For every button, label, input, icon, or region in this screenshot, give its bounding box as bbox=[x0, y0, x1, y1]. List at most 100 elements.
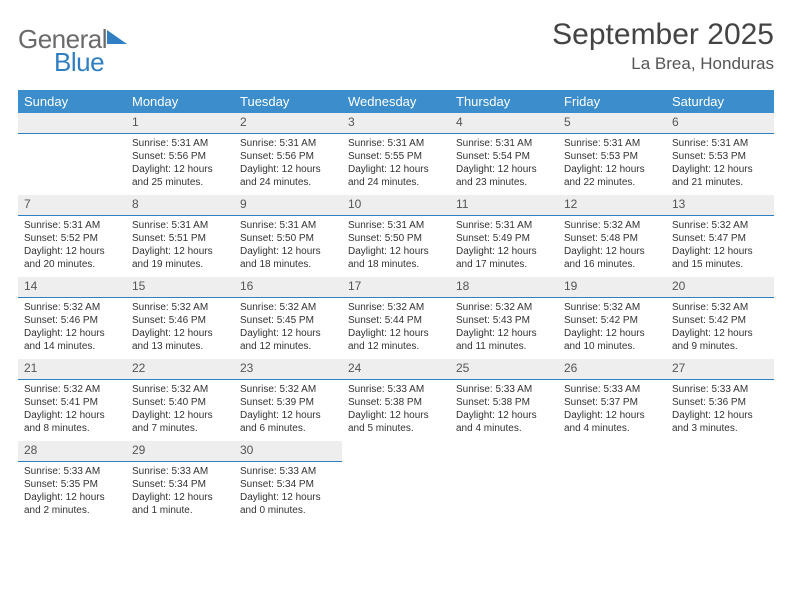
day-line: Sunrise: 5:31 AM bbox=[240, 219, 336, 232]
day-line: Daylight: 12 hours bbox=[672, 327, 768, 340]
day-body: Sunrise: 5:32 AMSunset: 5:44 PMDaylight:… bbox=[342, 298, 450, 359]
day-line: Sunset: 5:41 PM bbox=[24, 396, 120, 409]
title-block: September 2025 La Brea, Honduras bbox=[552, 18, 774, 74]
day-line: and 5 minutes. bbox=[348, 422, 444, 435]
day-line: Sunset: 5:42 PM bbox=[672, 314, 768, 327]
location-label: La Brea, Honduras bbox=[552, 54, 774, 74]
day-body: Sunrise: 5:33 AMSunset: 5:34 PMDaylight:… bbox=[126, 462, 234, 523]
day-line: Sunrise: 5:32 AM bbox=[672, 219, 768, 232]
weeks-container: 1Sunrise: 5:31 AMSunset: 5:56 PMDaylight… bbox=[18, 113, 774, 523]
day-line: Daylight: 12 hours bbox=[240, 163, 336, 176]
day-line: and 0 minutes. bbox=[240, 504, 336, 517]
day-line: Sunrise: 5:31 AM bbox=[456, 219, 552, 232]
day-line: and 24 minutes. bbox=[240, 176, 336, 189]
day-body: Sunrise: 5:31 AMSunset: 5:52 PMDaylight:… bbox=[18, 216, 126, 277]
day-line: Sunrise: 5:32 AM bbox=[240, 301, 336, 314]
day-cell: 3Sunrise: 5:31 AMSunset: 5:55 PMDaylight… bbox=[342, 113, 450, 195]
week-row: 21Sunrise: 5:32 AMSunset: 5:41 PMDayligh… bbox=[18, 359, 774, 441]
day-cell: 6Sunrise: 5:31 AMSunset: 5:53 PMDaylight… bbox=[666, 113, 774, 195]
day-number: 10 bbox=[342, 195, 450, 216]
day-line: and 12 minutes. bbox=[240, 340, 336, 353]
day-line: and 20 minutes. bbox=[24, 258, 120, 271]
day-cell: 19Sunrise: 5:32 AMSunset: 5:42 PMDayligh… bbox=[558, 277, 666, 359]
day-number: 6 bbox=[666, 113, 774, 134]
day-line: Daylight: 12 hours bbox=[564, 409, 660, 422]
day-line: Daylight: 12 hours bbox=[564, 163, 660, 176]
day-line: Daylight: 12 hours bbox=[564, 327, 660, 340]
day-line: Sunrise: 5:32 AM bbox=[132, 301, 228, 314]
day-line: Daylight: 12 hours bbox=[456, 163, 552, 176]
day-line: Sunset: 5:56 PM bbox=[240, 150, 336, 163]
day-body: Sunrise: 5:31 AMSunset: 5:56 PMDaylight:… bbox=[126, 134, 234, 195]
day-line: Sunrise: 5:32 AM bbox=[132, 383, 228, 396]
day-line: Sunset: 5:39 PM bbox=[240, 396, 336, 409]
day-line: Sunset: 5:36 PM bbox=[672, 396, 768, 409]
day-line: Sunset: 5:34 PM bbox=[132, 478, 228, 491]
day-line: Daylight: 12 hours bbox=[24, 409, 120, 422]
day-line: Sunset: 5:50 PM bbox=[348, 232, 444, 245]
day-body: Sunrise: 5:31 AMSunset: 5:51 PMDaylight:… bbox=[126, 216, 234, 277]
day-line: Sunrise: 5:32 AM bbox=[240, 383, 336, 396]
day-line: Daylight: 12 hours bbox=[132, 491, 228, 504]
day-cell: 13Sunrise: 5:32 AMSunset: 5:47 PMDayligh… bbox=[666, 195, 774, 277]
calendar-page: General September 2025 La Brea, Honduras… bbox=[0, 0, 792, 612]
day-line: Daylight: 12 hours bbox=[456, 327, 552, 340]
day-body: Sunrise: 5:31 AMSunset: 5:50 PMDaylight:… bbox=[234, 216, 342, 277]
day-line: Sunrise: 5:33 AM bbox=[348, 383, 444, 396]
day-body: Sunrise: 5:31 AMSunset: 5:49 PMDaylight:… bbox=[450, 216, 558, 277]
day-line: and 18 minutes. bbox=[240, 258, 336, 271]
day-number: 20 bbox=[666, 277, 774, 298]
day-number: 8 bbox=[126, 195, 234, 216]
logo-text-blue: Blue bbox=[54, 47, 104, 77]
day-line: Sunset: 5:35 PM bbox=[24, 478, 120, 491]
day-number: 19 bbox=[558, 277, 666, 298]
day-line: Sunset: 5:34 PM bbox=[240, 478, 336, 491]
day-body: Sunrise: 5:32 AMSunset: 5:39 PMDaylight:… bbox=[234, 380, 342, 441]
day-line: Daylight: 12 hours bbox=[132, 409, 228, 422]
day-body: Sunrise: 5:32 AMSunset: 5:46 PMDaylight:… bbox=[126, 298, 234, 359]
day-line: Sunset: 5:47 PM bbox=[672, 232, 768, 245]
day-cell: 10Sunrise: 5:31 AMSunset: 5:50 PMDayligh… bbox=[342, 195, 450, 277]
day-cell bbox=[342, 441, 450, 523]
day-cell: 9Sunrise: 5:31 AMSunset: 5:50 PMDaylight… bbox=[234, 195, 342, 277]
day-line: Sunset: 5:49 PM bbox=[456, 232, 552, 245]
day-line: Sunrise: 5:32 AM bbox=[24, 383, 120, 396]
day-line: and 1 minute. bbox=[132, 504, 228, 517]
day-number: 17 bbox=[342, 277, 450, 298]
day-cell: 15Sunrise: 5:32 AMSunset: 5:46 PMDayligh… bbox=[126, 277, 234, 359]
day-cell: 11Sunrise: 5:31 AMSunset: 5:49 PMDayligh… bbox=[450, 195, 558, 277]
day-line: Daylight: 12 hours bbox=[348, 245, 444, 258]
day-line: Sunset: 5:51 PM bbox=[132, 232, 228, 245]
day-cell: 22Sunrise: 5:32 AMSunset: 5:40 PMDayligh… bbox=[126, 359, 234, 441]
day-line: and 8 minutes. bbox=[24, 422, 120, 435]
day-line: Daylight: 12 hours bbox=[132, 245, 228, 258]
day-cell: 5Sunrise: 5:31 AMSunset: 5:53 PMDaylight… bbox=[558, 113, 666, 195]
day-number: 12 bbox=[558, 195, 666, 216]
day-cell: 26Sunrise: 5:33 AMSunset: 5:37 PMDayligh… bbox=[558, 359, 666, 441]
day-cell: 20Sunrise: 5:32 AMSunset: 5:42 PMDayligh… bbox=[666, 277, 774, 359]
day-cell: 21 Sunrise: 5:32 AMSunset: 5:41 PMDayligh… bbox=[18, 359, 126, 441]
day-line: Sunrise: 5:31 AM bbox=[24, 219, 120, 232]
day-cell bbox=[666, 441, 774, 523]
day-line: Sunrise: 5:31 AM bbox=[348, 137, 444, 150]
day-line: Sunrise: 5:31 AM bbox=[240, 137, 336, 150]
day-number: 16 bbox=[234, 277, 342, 298]
day-number: 29 bbox=[126, 441, 234, 462]
day-number: 14 bbox=[18, 277, 126, 298]
day-body: Sunrise: 5:33 AMSunset: 5:38 PMDaylight:… bbox=[450, 380, 558, 441]
day-line: Sunset: 5:37 PM bbox=[564, 396, 660, 409]
day-line: Sunrise: 5:32 AM bbox=[564, 301, 660, 314]
day-header-wed: Wednesday bbox=[342, 90, 450, 113]
day-line: and 25 minutes. bbox=[132, 176, 228, 189]
day-body: Sunrise: 5:32 AMSunset: 5:46 PMDaylight:… bbox=[18, 298, 126, 359]
day-body: Sunrise: 5:31 AMSunset: 5:50 PMDaylight:… bbox=[342, 216, 450, 277]
day-number: 21 bbox=[18, 359, 126, 380]
day-line: Sunset: 5:38 PM bbox=[348, 396, 444, 409]
day-body: Sunrise: 5:33 AMSunset: 5:38 PMDaylight:… bbox=[342, 380, 450, 441]
day-number: 22 bbox=[126, 359, 234, 380]
day-number: 25 bbox=[450, 359, 558, 380]
day-cell: 16Sunrise: 5:32 AMSunset: 5:45 PMDayligh… bbox=[234, 277, 342, 359]
day-body: Sunrise: 5:32 AMSunset: 5:48 PMDaylight:… bbox=[558, 216, 666, 277]
day-line: Sunset: 5:50 PM bbox=[240, 232, 336, 245]
day-line: Sunrise: 5:33 AM bbox=[24, 465, 120, 478]
